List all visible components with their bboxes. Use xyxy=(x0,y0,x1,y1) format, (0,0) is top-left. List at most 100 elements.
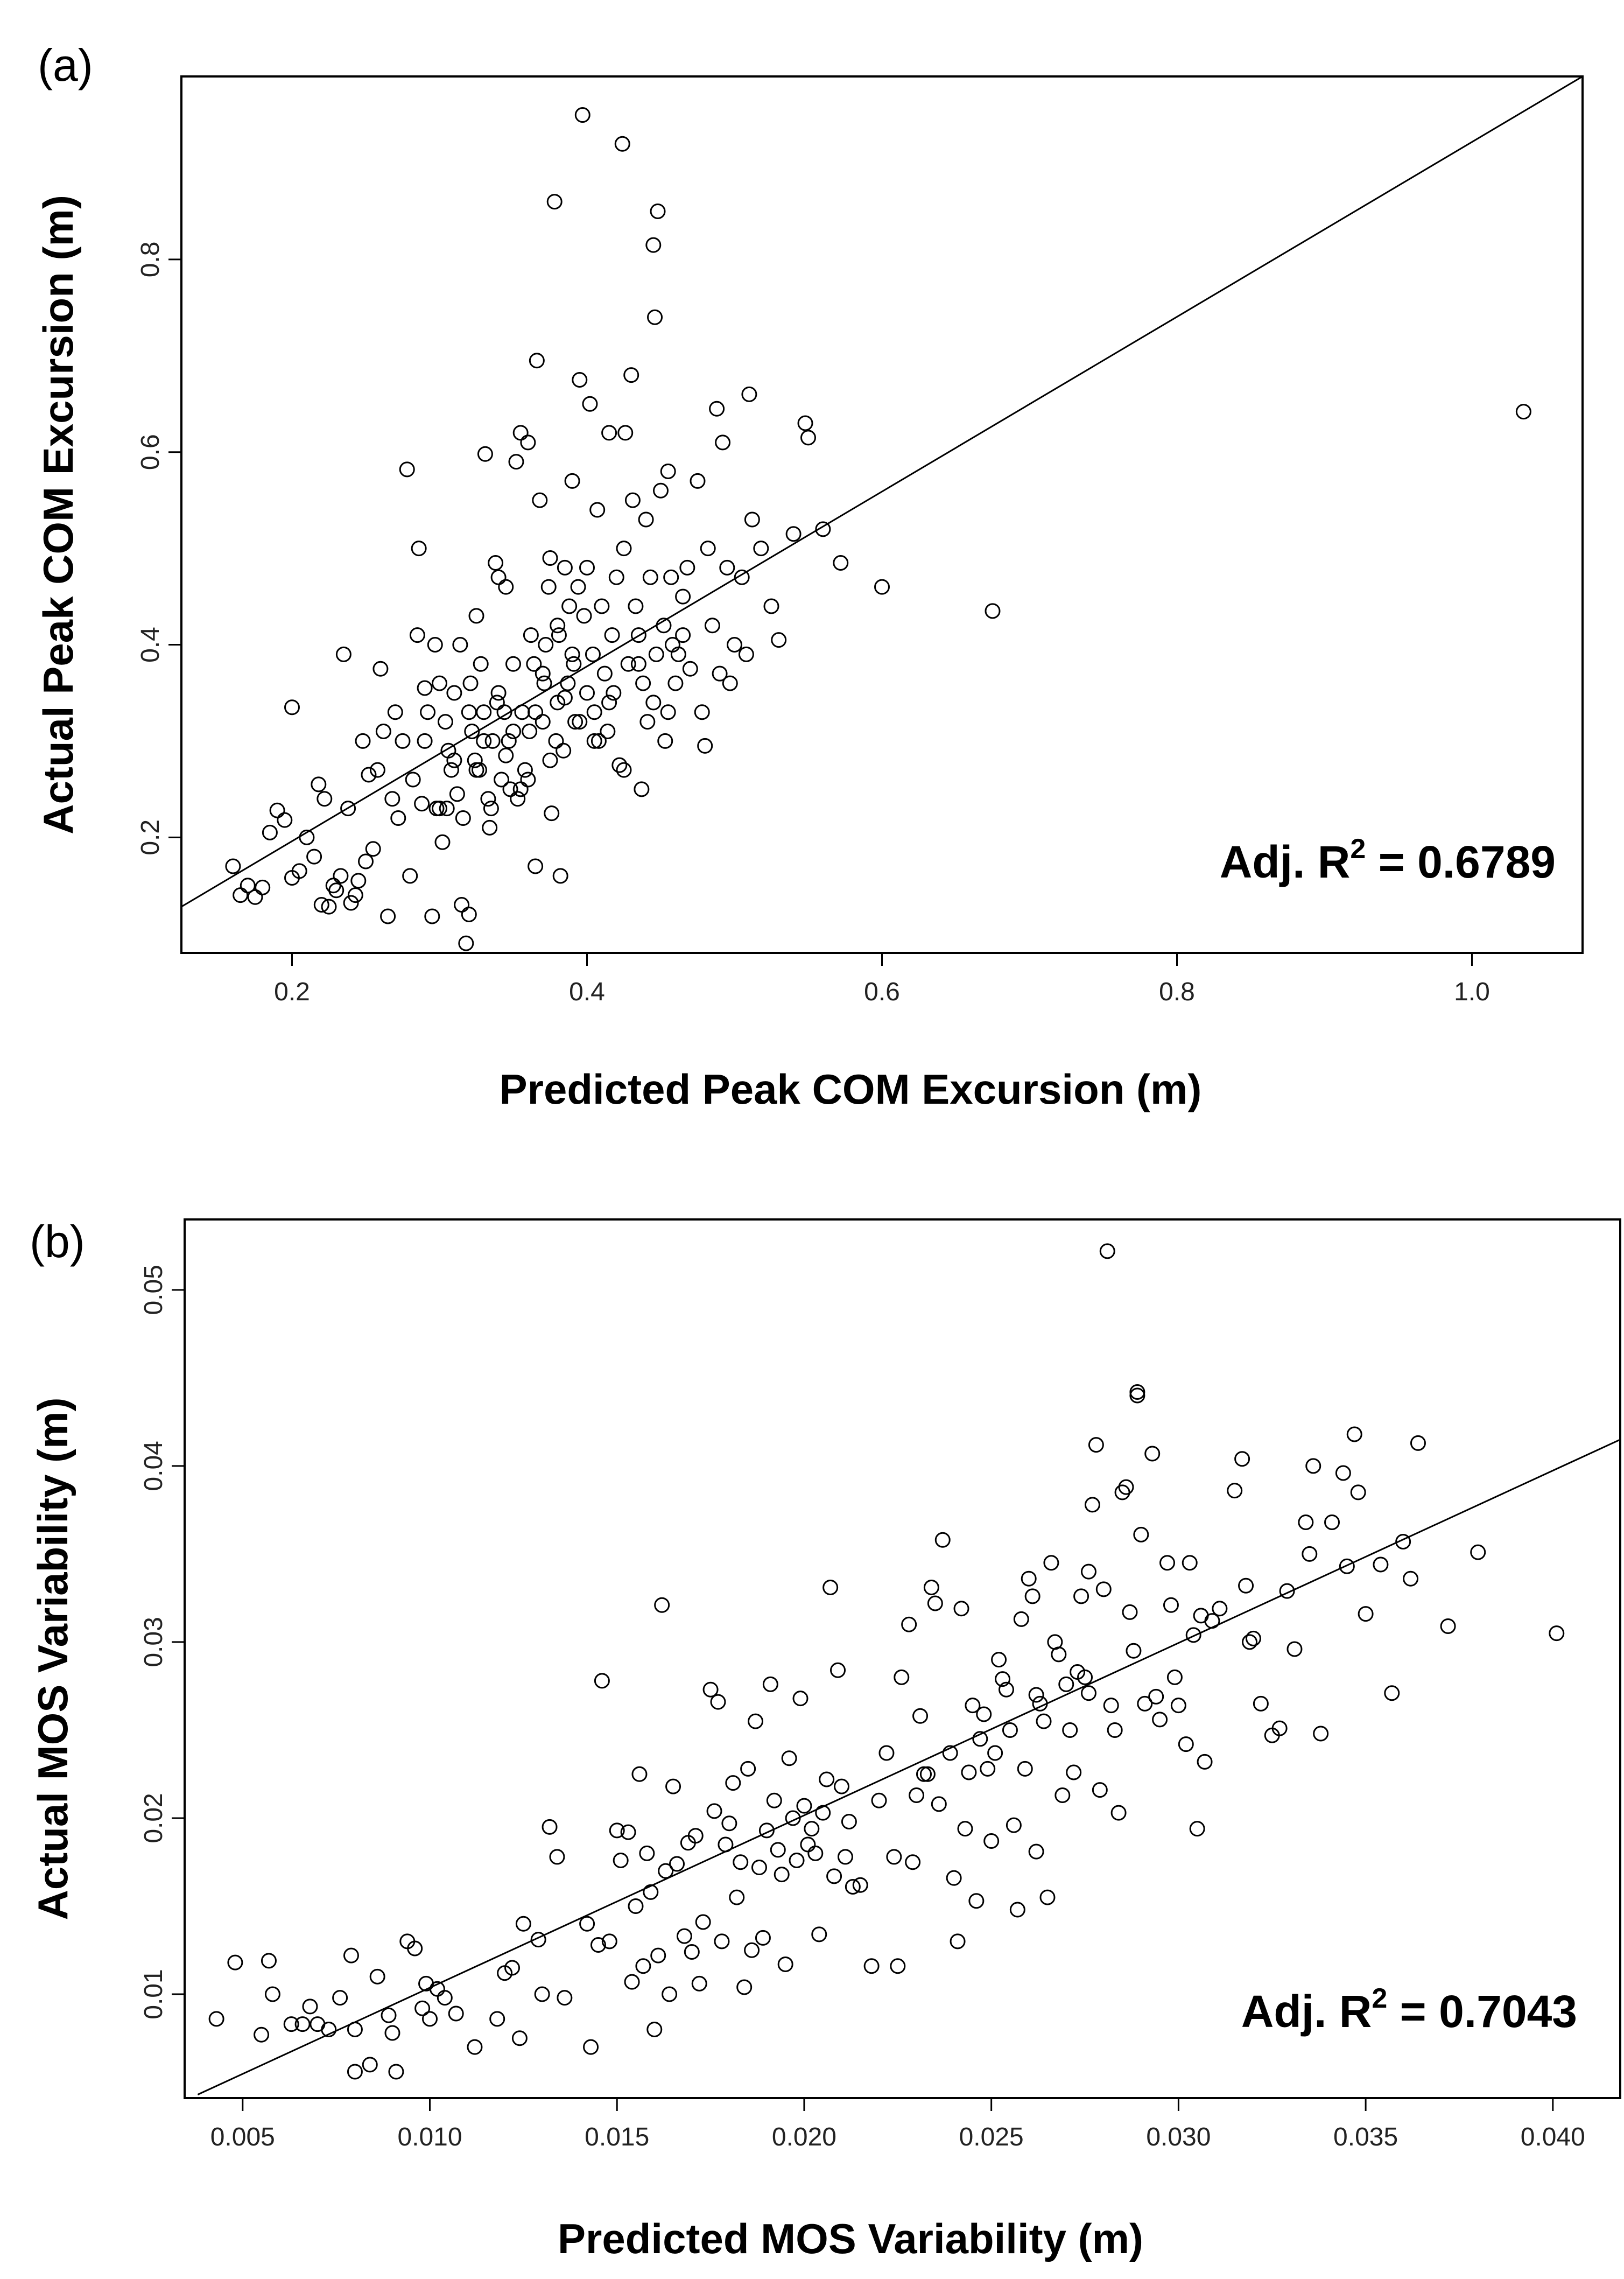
scatter-point-b-152 xyxy=(1058,1676,1074,1692)
scatter-point-a-191 xyxy=(483,801,499,817)
scatter-point-a-25 xyxy=(355,733,371,749)
scatter-point-a-139 xyxy=(638,511,654,528)
data-points-b xyxy=(208,1243,1565,2080)
r-squared-value-b: = 0.7043 xyxy=(1387,1986,1577,2037)
scatter-point-a-178 xyxy=(815,521,831,537)
scatter-point-a-76 xyxy=(496,704,512,720)
scatter-point-b-110 xyxy=(894,1669,910,1685)
scatter-point-b-213 xyxy=(1410,1435,1426,1451)
scatter-point-b-159 xyxy=(1084,1497,1100,1513)
scatter-point-a-72 xyxy=(488,555,504,571)
scatter-point-a-104 xyxy=(556,742,572,759)
scatter-point-b-33 xyxy=(530,1932,546,1948)
scatter-point-a-208 xyxy=(564,646,580,662)
scatter-point-b-84 xyxy=(774,1867,790,1883)
scatter-point-b-91 xyxy=(800,1836,816,1853)
scatter-point-a-180 xyxy=(874,579,890,595)
scatter-point-a-116 xyxy=(582,396,598,412)
scatter-point-a-115 xyxy=(579,559,595,576)
r-squared-annotation-a: Adj. R2 = 0.6789 xyxy=(1220,833,1556,887)
scatter-point-a-168 xyxy=(734,569,750,585)
scatter-point-b-116 xyxy=(919,1766,936,1782)
scatter-point-a-185 xyxy=(557,690,573,706)
scatter-point-b-121 xyxy=(942,1745,958,1761)
scatter-point-b-96 xyxy=(819,1771,835,1787)
scatter-point-b-61 xyxy=(684,1944,700,1960)
scatter-point-b-161 xyxy=(1092,1782,1108,1798)
scatter-point-b-105 xyxy=(863,1958,880,1974)
scatter-point-b-44 xyxy=(613,1852,629,1868)
scatter-point-b-101 xyxy=(837,1849,853,1865)
scatter-point-b-188 xyxy=(1212,1601,1228,1617)
scatter-point-b-52 xyxy=(646,2021,663,2037)
y-tick-label-b-2: 0.03 xyxy=(139,1617,168,1667)
scatter-point-b-154 xyxy=(1066,1764,1082,1780)
scatter-point-b-35 xyxy=(542,1819,558,1835)
scatter-point-a-131 xyxy=(617,425,634,441)
scatter-point-b-97 xyxy=(822,1580,839,1596)
scatter-point-b-150 xyxy=(1051,1646,1067,1663)
scatter-point-b-210 xyxy=(1384,1685,1400,1701)
scatter-point-b-16 xyxy=(381,2007,397,2023)
scatter-point-a-35 xyxy=(390,810,406,826)
scatter-point-a-110 xyxy=(567,714,583,730)
scatter-point-b-172 xyxy=(1133,1526,1149,1542)
scatter-point-a-55 xyxy=(449,786,465,802)
scatter-point-a-46 xyxy=(427,637,443,653)
scatter-point-b-66 xyxy=(706,1803,722,1819)
scatter-point-a-92 xyxy=(532,492,548,508)
scatter-point-a-192 xyxy=(512,781,529,797)
scatter-point-a-53 xyxy=(443,762,459,778)
scatter-point-a-45 xyxy=(424,908,440,924)
scatter-point-a-125 xyxy=(604,627,620,643)
scatter-point-b-112 xyxy=(905,1854,921,1870)
y-tick-label-b-4: 0.05 xyxy=(139,1265,168,1315)
y-tick-label-a-1: 0.4 xyxy=(136,627,165,663)
scatter-point-a-102 xyxy=(551,627,567,643)
scatter-point-b-26 xyxy=(448,2005,464,2022)
scatter-point-a-29 xyxy=(369,762,385,778)
scatter-point-a-146 xyxy=(653,482,669,499)
scatter-point-b-38 xyxy=(579,1916,595,1932)
scatter-point-a-179 xyxy=(833,555,849,571)
scatter-point-b-215 xyxy=(1470,1544,1486,1560)
scatter-point-b-109 xyxy=(890,1958,906,1974)
scatter-point-b-92 xyxy=(804,1821,820,1837)
scatter-point-b-73 xyxy=(733,1854,749,1870)
scatter-point-a-2 xyxy=(240,878,256,894)
scatter-point-a-62 xyxy=(464,724,480,740)
scatter-point-b-158 xyxy=(1080,1685,1096,1701)
scatter-point-b-0 xyxy=(208,2011,224,2027)
scatter-point-b-7 xyxy=(302,1998,318,2015)
scatter-point-b-12 xyxy=(347,2021,363,2037)
fit-line-b xyxy=(197,1439,1620,2095)
scatter-point-a-165 xyxy=(719,559,735,576)
scatter-point-a-148 xyxy=(657,733,673,749)
scatter-point-b-42 xyxy=(601,1933,617,1950)
x-axis-ticks-b: 0.005 0.010 0.015 0.020 0.025 0.030 0.035 0.040 xyxy=(210,2098,1585,2151)
scatter-point-b-151 xyxy=(1054,1787,1071,1803)
scatter-point-a-122 xyxy=(596,665,613,682)
x-tick-label-b-7: 0.040 xyxy=(1521,2123,1585,2151)
scatter-point-b-113 xyxy=(909,1787,925,1803)
scatter-point-b-68 xyxy=(714,1933,730,1950)
scatter-point-b-115 xyxy=(916,1766,932,1782)
scatter-point-a-1 xyxy=(233,887,249,903)
scatter-point-b-41 xyxy=(594,1673,610,1689)
scatter-point-a-187 xyxy=(616,762,632,778)
scatter-point-b-196 xyxy=(1271,1720,1288,1736)
scatter-point-a-42 xyxy=(414,796,430,812)
scatter-point-b-83 xyxy=(770,1842,786,1858)
scatter-point-b-13 xyxy=(347,2064,363,2080)
scatter-point-b-11 xyxy=(343,1947,359,1964)
scatter-point-b-140 xyxy=(1013,1611,1029,1627)
scatter-point-b-190 xyxy=(1234,1451,1250,1467)
r-squared-annotation-b: Adj. R2 = 0.7043 xyxy=(1241,1983,1577,2037)
scatter-point-b-31 xyxy=(511,2030,528,2046)
scatter-point-a-41 xyxy=(411,541,427,557)
scatter-point-a-186 xyxy=(586,733,602,749)
scatter-point-b-136 xyxy=(998,1681,1014,1698)
scatter-point-b-201 xyxy=(1305,1458,1321,1474)
scatter-point-a-156 xyxy=(682,661,698,677)
